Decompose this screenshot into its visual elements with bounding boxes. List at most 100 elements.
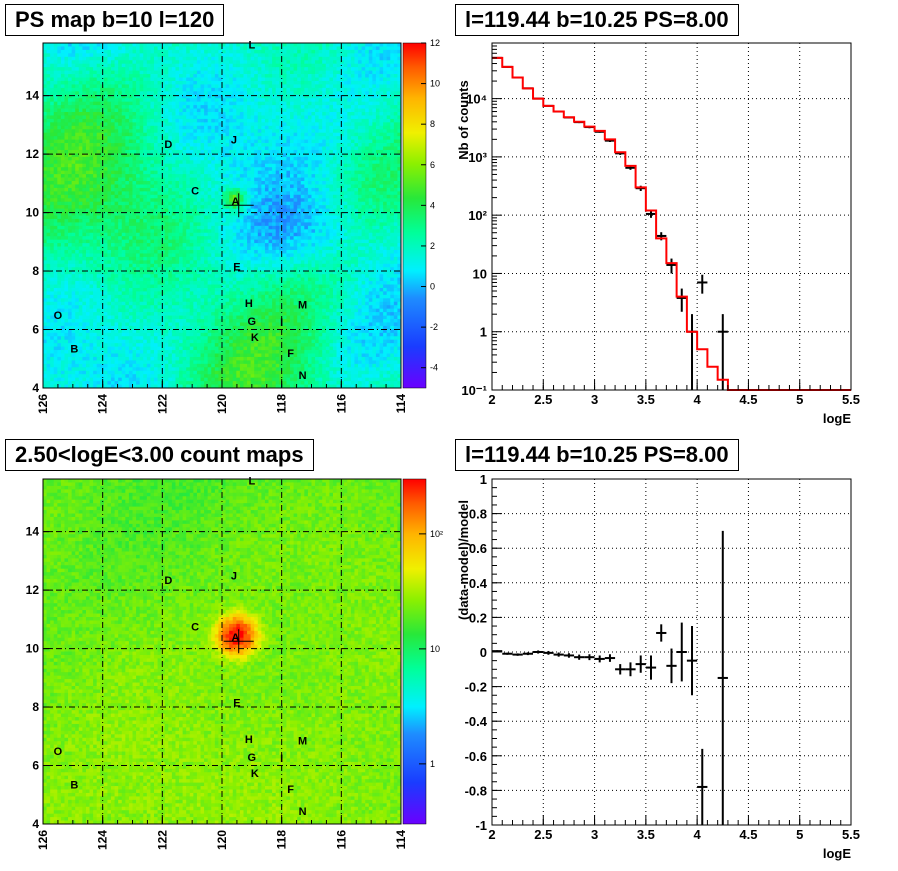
- heatmap-cell: [146, 53, 151, 58]
- heatmap-cell: [139, 125, 144, 130]
- heatmap-cell: [136, 346, 141, 351]
- heatmap-cell: [182, 267, 187, 272]
- heatmap-cell: [103, 363, 108, 368]
- heatmap-cell: [204, 174, 209, 178]
- heatmap-cell: [68, 301, 73, 306]
- heatmap-cell: [75, 77, 80, 82]
- heatmap-cell: [53, 170, 58, 175]
- heatmap-cell: [114, 350, 119, 354]
- heatmap-cell: [121, 74, 126, 78]
- heatmap-cell: [164, 46, 169, 51]
- heatmap-cell: [125, 325, 130, 330]
- heatmap-cell: [146, 163, 151, 168]
- heatmap-cell: [53, 370, 58, 375]
- heatmap-cell: [60, 270, 65, 275]
- heatmap-cell: [214, 215, 219, 220]
- heatmap-cell: [211, 208, 216, 213]
- heatmap-cell: [121, 43, 126, 47]
- heatmap-cell: [71, 136, 76, 140]
- heatmap-cell: [211, 53, 216, 58]
- heatmap-cell: [118, 315, 123, 320]
- heatmap-cell: [211, 70, 216, 75]
- heatmap-cell: [128, 256, 133, 261]
- heatmap-cell: [157, 274, 162, 278]
- heatmap-cell: [78, 60, 83, 65]
- heatmap-cell: [182, 80, 187, 85]
- heatmap-cell: [89, 191, 94, 196]
- heatmap-cell: [204, 319, 209, 323]
- heatmap-cell: [157, 370, 162, 375]
- heatmap-cell: [128, 153, 133, 158]
- heatmap-cell: [64, 346, 69, 351]
- heatmap-cell: [64, 108, 69, 113]
- heatmap-cell: [146, 87, 151, 92]
- heatmap-cell: [171, 356, 176, 361]
- heatmap-cell: [75, 181, 80, 185]
- heatmap-cell: [200, 205, 205, 209]
- heatmap-cell: [146, 294, 151, 299]
- heatmap-cell: [71, 291, 76, 296]
- heatmap-cell: [157, 170, 162, 175]
- heatmap-cell: [68, 136, 73, 140]
- heatmap-cell: [182, 291, 187, 296]
- heatmap-cell: [132, 177, 137, 182]
- heatmap-cell: [50, 305, 55, 310]
- heatmap-cell: [143, 336, 148, 341]
- heatmap-cell: [186, 222, 191, 227]
- heatmap-cell: [64, 274, 69, 278]
- heatmap-cell: [214, 49, 219, 54]
- heatmap-cell: [157, 156, 162, 161]
- heatmap-cell: [68, 232, 73, 237]
- heatmap-cell: [107, 198, 112, 203]
- heatmap-cell: [182, 118, 187, 123]
- heatmap-cell: [71, 270, 76, 275]
- heatmap-cell: [111, 360, 115, 365]
- heatmap-cell: [128, 277, 133, 282]
- heatmap-cell: [132, 332, 137, 337]
- heatmap-cell: [132, 60, 137, 65]
- heatmap-cell: [43, 370, 47, 375]
- heatmap-cell: [175, 46, 180, 51]
- heatmap-cell: [75, 56, 80, 61]
- heatmap-cell: [121, 384, 126, 389]
- heatmap-cell: [43, 101, 47, 106]
- heatmap-cell: [78, 53, 83, 58]
- heatmap-cell: [121, 184, 126, 189]
- heatmap-cell: [168, 363, 173, 368]
- heatmap-cell: [161, 301, 166, 306]
- heatmap-cell: [111, 118, 115, 123]
- heatmap-cell: [211, 170, 216, 175]
- heatmap-cell: [89, 360, 94, 365]
- heatmap-cell: [132, 336, 137, 341]
- heatmap-cell: [85, 270, 90, 275]
- heatmap-cell: [204, 212, 209, 216]
- heatmap-cell: [132, 105, 137, 109]
- heatmap-cell: [118, 260, 123, 265]
- heatmap-cell: [186, 281, 191, 285]
- heatmap-cell: [161, 43, 166, 47]
- heatmap-cell: [107, 284, 112, 289]
- heatmap-cell: [107, 218, 112, 223]
- heatmap-cell: [114, 377, 119, 382]
- heatmap-cell: [168, 253, 173, 258]
- heatmap-cell: [186, 332, 191, 337]
- heatmap-cell: [164, 98, 169, 103]
- heatmap-cell: [175, 315, 180, 320]
- heatmap-cell: [128, 367, 133, 372]
- heatmap-cell: [143, 384, 148, 389]
- heatmap-cell: [111, 250, 115, 254]
- heatmap-cell: [139, 74, 144, 78]
- heatmap-cell: [143, 322, 148, 327]
- heatmap-cell: [143, 153, 148, 158]
- heatmap-cell: [161, 101, 166, 106]
- heatmap-cell: [214, 287, 219, 292]
- heatmap-cell: [75, 70, 80, 75]
- heatmap-cell: [50, 253, 55, 258]
- heatmap-cell: [171, 177, 176, 182]
- heatmap-cell: [53, 218, 58, 223]
- heatmap-cell: [75, 143, 80, 147]
- heatmap-cell: [103, 236, 108, 241]
- heatmap-cell: [186, 381, 191, 385]
- heatmap-cell: [46, 198, 51, 203]
- heatmap-cell: [118, 353, 123, 358]
